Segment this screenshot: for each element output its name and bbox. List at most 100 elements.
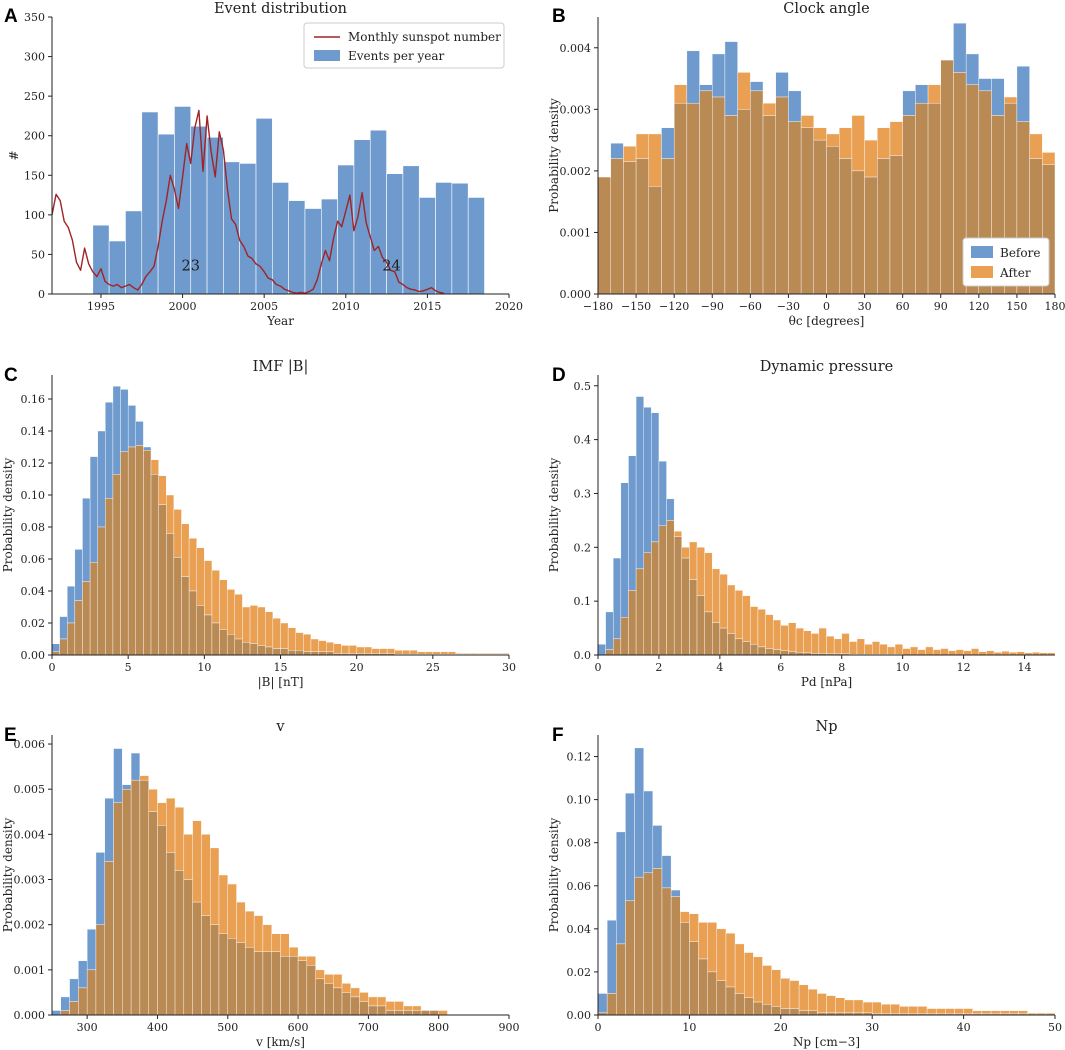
panel-letter: C [4, 365, 18, 386]
panel-letter: B [552, 6, 566, 27]
panel-letter: F [552, 725, 564, 746]
after-bar [902, 648, 911, 655]
before-bar [69, 978, 79, 1002]
y-tick-label: 0.02 [21, 617, 46, 630]
overlap-bar [643, 552, 652, 656]
after-bar [356, 646, 365, 654]
y-tick-label: 0.1 [574, 595, 592, 608]
overlap-bar [673, 102, 688, 295]
after-bar [788, 622, 797, 652]
x-tick-label: 400 [147, 1021, 168, 1034]
events-bar [451, 182, 469, 295]
overlap-bar [166, 533, 175, 656]
after-bar [981, 1010, 992, 1015]
after-bar [800, 115, 815, 129]
before-bar [74, 549, 83, 601]
chart-title: Event distribution [214, 1, 347, 17]
overlap-bar [634, 876, 644, 1016]
overlap-bar [201, 915, 211, 1016]
y-tick-label: 0.08 [21, 521, 46, 534]
before-bar [59, 616, 68, 640]
x-axis-label: Np [cm−3] [793, 1035, 860, 1049]
overlap-bar [204, 614, 213, 656]
overlap-bar [826, 146, 840, 295]
x-tick-label: 2020 [495, 300, 523, 313]
after-bar [287, 627, 296, 651]
events-bar [272, 182, 289, 295]
before-bar [915, 84, 929, 104]
before-bar [120, 389, 129, 452]
overlap-bar [385, 1010, 395, 1016]
overlap-bar [297, 960, 308, 1016]
y-tick-label: 0.001 [14, 964, 46, 977]
after-bar [881, 1004, 891, 1015]
x-tick-label: 180 [1045, 300, 1065, 313]
after-bar [734, 590, 743, 640]
overlap-bar [606, 993, 617, 1016]
y-tick-label: 0.04 [567, 923, 592, 936]
events-bar [223, 161, 240, 295]
x-tick-label: −150 [621, 300, 651, 313]
after-bar [341, 645, 350, 654]
after-bar [908, 1006, 919, 1015]
overlap-bar [753, 1001, 763, 1016]
overlap-bar [613, 638, 622, 656]
overlap-bar [218, 933, 228, 1016]
overlap-bar [670, 896, 681, 1016]
y-tick-label: 0.00 [21, 649, 46, 662]
overlap-bar [113, 802, 123, 1016]
after-bar [833, 638, 842, 655]
before-bar [1016, 66, 1030, 122]
before-bar [712, 53, 726, 98]
x-tick-label: 40 [957, 1021, 971, 1034]
y-tick-label: 0.004 [560, 42, 592, 55]
y-tick-label: 0.000 [560, 288, 592, 301]
after-bar [289, 947, 299, 957]
overlap-bar [877, 158, 891, 295]
before-bar [86, 928, 97, 971]
after-bar [385, 1001, 395, 1011]
sunspot-line [51, 109, 444, 294]
before-bar [130, 752, 141, 781]
events-bar [386, 173, 404, 295]
after-bar [838, 127, 853, 159]
after-bar [280, 933, 290, 957]
overlap-bar [306, 965, 316, 1016]
overlap-bar [851, 170, 865, 295]
overlap-bar [686, 102, 700, 295]
x-tick-label: 25 [426, 661, 440, 674]
overlap-bar [889, 155, 903, 295]
overlap-bar [712, 96, 726, 295]
after-bar [762, 102, 776, 116]
after-bar [835, 997, 845, 1014]
after-bar [379, 648, 388, 654]
after-bar [742, 595, 751, 642]
after-bar [772, 619, 782, 650]
before-bar [97, 430, 106, 528]
after-bar [704, 552, 713, 613]
after-bar [719, 574, 728, 629]
after-bar [887, 646, 896, 655]
overlap-bar [183, 879, 193, 1016]
overlap-bar [420, 1010, 431, 1016]
after-bar [890, 1004, 900, 1015]
after-bar [803, 630, 812, 654]
legend-label: After [999, 266, 1031, 280]
overlap-bar [122, 788, 132, 1016]
after-bar [218, 874, 228, 934]
x-tick-label: 60 [896, 300, 910, 313]
overlap-bar [130, 779, 141, 1016]
overlap-bar [174, 870, 185, 1016]
after-bar [412, 1005, 422, 1011]
x-tick-label: −60 [739, 300, 762, 313]
overlap-bar [643, 872, 654, 1016]
before-bar [666, 498, 675, 521]
overlap-bar [150, 474, 159, 656]
overlap-bar [744, 997, 754, 1016]
overlap-bar [699, 90, 713, 295]
chart-title: Dynamic pressure [760, 359, 893, 375]
x-tick-label: 300 [77, 1021, 98, 1034]
overlap-bar [704, 611, 713, 656]
after-bar [1009, 652, 1018, 655]
